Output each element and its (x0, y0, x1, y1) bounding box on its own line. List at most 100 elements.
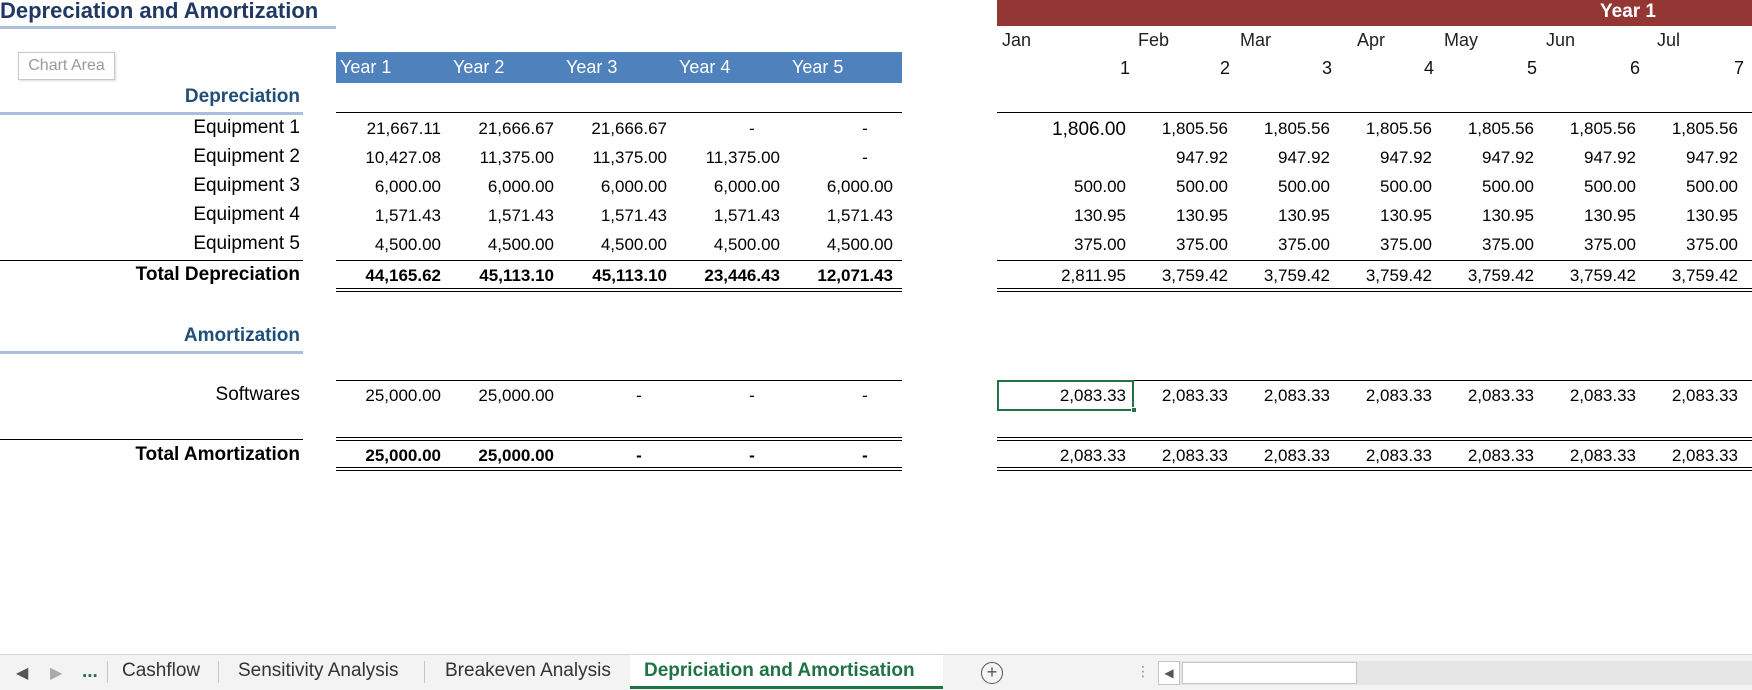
tab-sensitivity-analysis[interactable]: Sensitivity Analysis (238, 660, 399, 681)
softwares-monthly-cell[interactable]: 2,083.33 (1365, 386, 1432, 405)
total-depreciation-annual-cell[interactable]: 12,071.43 (817, 266, 893, 285)
softwares-monthly-cell[interactable]: 2,083.33 (1161, 386, 1228, 405)
equipment-1-monthly-cell[interactable]: 1,805.56 (1161, 119, 1228, 138)
total-amortization-annual-cell[interactable]: - (749, 446, 755, 465)
equipment-5-monthly-cell[interactable]: 375.00 (1482, 235, 1534, 254)
equipment-1-annual-cell[interactable]: 21,666.67 (478, 119, 554, 138)
total-depreciation-monthly-cell[interactable]: 3,759.42 (1365, 266, 1432, 285)
total-amortization-monthly-cell[interactable]: 2,083.33 (1467, 446, 1534, 465)
softwares-annual-cell[interactable]: - (862, 386, 868, 405)
scroll-tabs-left-icon[interactable]: ◀ (16, 665, 29, 682)
chart-area-tooltip[interactable]: Chart Area (18, 52, 115, 80)
equipment-4-monthly-cell[interactable]: 130.95 (1278, 206, 1330, 225)
equipment-5-annual-cell[interactable]: 4,500.00 (826, 235, 893, 254)
equipment-3-monthly-cell[interactable]: 500.00 (1584, 177, 1636, 196)
equipment-3-monthly-cell[interactable]: 500.00 (1482, 177, 1534, 196)
tab-cashflow[interactable]: Cashflow (122, 660, 201, 681)
total-depreciation-monthly-cell[interactable]: 3,759.42 (1467, 266, 1534, 285)
equipment-3-annual-cell[interactable]: 6,000.00 (713, 177, 780, 196)
equipment-5-monthly-cell[interactable]: 375.00 (1686, 235, 1738, 254)
equipment-2-monthly-cell[interactable]: 947.92 (1278, 148, 1330, 167)
total-amortization-monthly-cell[interactable]: 2,083.33 (1569, 446, 1636, 465)
equipment-5-annual-cell[interactable]: 4,500.00 (374, 235, 441, 254)
more-tabs-button[interactable]: ... (82, 661, 98, 682)
total-amortization-monthly-cell[interactable]: 2,083.33 (1059, 446, 1126, 465)
total-amortization-annual-cell[interactable]: - (636, 446, 642, 465)
scroll-left-arrow-icon[interactable]: ◀ (1158, 661, 1180, 685)
equipment-2-monthly-cell[interactable]: 947.92 (1584, 148, 1636, 167)
equipment-3-monthly-cell[interactable]: 500.00 (1380, 177, 1432, 196)
equipment-2-monthly-cell[interactable]: 947.92 (1686, 148, 1738, 167)
horizontal-scrollbar[interactable]: ◀ (1158, 661, 1752, 685)
softwares-monthly-cell[interactable]: 2,083.33 (1059, 386, 1126, 405)
total-depreciation-annual-cell[interactable]: 45,113.10 (592, 266, 667, 285)
total-amortization-monthly-cell[interactable]: 2,083.33 (1161, 446, 1228, 465)
total-depreciation-monthly-cell[interactable]: 3,759.42 (1671, 266, 1738, 285)
equipment-3-annual-cell[interactable]: 6,000.00 (487, 177, 554, 196)
equipment-3-monthly-cell[interactable]: 500.00 (1278, 177, 1330, 196)
equipment-2-monthly-cell[interactable]: 947.92 (1380, 148, 1432, 167)
equipment-1-monthly-cell[interactable]: 1,805.56 (1671, 119, 1738, 138)
equipment-3-monthly-cell[interactable]: 500.00 (1074, 177, 1126, 196)
tab-breakeven-analysis[interactable]: Breakeven Analysis (445, 660, 611, 681)
split-handle-icon[interactable]: ⋮ (1136, 663, 1150, 679)
equipment-3-monthly-cell[interactable]: 500.00 (1176, 177, 1228, 196)
softwares-monthly-cell[interactable]: 2,083.33 (1569, 386, 1636, 405)
equipment-2-monthly-cell[interactable]: 947.92 (1482, 148, 1534, 167)
softwares-monthly-cell[interactable]: 2,083.33 (1467, 386, 1534, 405)
equipment-2-annual-cell[interactable]: 11,375.00 (592, 148, 667, 167)
equipment-4-monthly-cell[interactable]: 130.95 (1176, 206, 1228, 225)
total-depreciation-annual-cell[interactable]: 23,446.43 (704, 266, 780, 285)
scroll-tabs-right-icon[interactable]: ▶ (50, 665, 63, 682)
equipment-4-annual-cell[interactable]: 1,571.43 (374, 206, 441, 225)
scrollbar-thumb[interactable] (1182, 662, 1357, 684)
equipment-2-annual-cell[interactable]: 11,375.00 (705, 148, 780, 167)
softwares-annual-cell[interactable]: - (636, 386, 642, 405)
equipment-1-annual-cell[interactable]: 21,666.67 (591, 119, 667, 138)
equipment-4-annual-cell[interactable]: 1,571.43 (826, 206, 893, 225)
total-amortization-monthly-cell[interactable]: 2,083.33 (1263, 446, 1330, 465)
equipment-2-annual-cell[interactable]: 10,427.08 (365, 148, 441, 167)
equipment-1-monthly-cell[interactable]: 1,805.56 (1467, 119, 1534, 138)
equipment-1-annual-cell[interactable]: - (862, 119, 868, 138)
equipment-5-monthly-cell[interactable]: 375.00 (1278, 235, 1330, 254)
total-depreciation-annual-cell[interactable]: 44,165.62 (365, 266, 441, 285)
total-amortization-annual-cell[interactable]: 25,000.00 (365, 446, 441, 465)
total-depreciation-monthly-cell[interactable]: 3,759.42 (1263, 266, 1330, 285)
equipment-5-annual-cell[interactable]: 4,500.00 (600, 235, 667, 254)
equipment-4-annual-cell[interactable]: 1,571.43 (600, 206, 667, 225)
equipment-5-annual-cell[interactable]: 4,500.00 (713, 235, 780, 254)
worksheet[interactable]: Depreciation and Amortization Chart Area… (0, 0, 1752, 654)
softwares-monthly-cell[interactable]: 2,083.33 (1671, 386, 1738, 405)
total-amortization-annual-cell[interactable]: 25,000.00 (478, 446, 554, 465)
add-sheet-button[interactable]: + (981, 662, 1003, 684)
equipment-1-monthly-cell[interactable]: 1,806.00 (1052, 119, 1126, 140)
equipment-1-monthly-cell[interactable]: 1,805.56 (1569, 119, 1636, 138)
tab-depreciation-and-amortisation[interactable]: Depriciation and Amortisation (630, 655, 943, 689)
equipment-2-monthly-cell[interactable]: 947.92 (1176, 148, 1228, 167)
equipment-5-monthly-cell[interactable]: 375.00 (1074, 235, 1126, 254)
equipment-4-monthly-cell[interactable]: 130.95 (1584, 206, 1636, 225)
equipment-3-annual-cell[interactable]: 6,000.00 (826, 177, 893, 196)
total-amortization-monthly-cell[interactable]: 2,083.33 (1671, 446, 1738, 465)
equipment-1-monthly-cell[interactable]: 1,805.56 (1263, 119, 1330, 138)
equipment-4-annual-cell[interactable]: 1,571.43 (487, 206, 554, 225)
equipment-5-monthly-cell[interactable]: 375.00 (1584, 235, 1636, 254)
total-amortization-annual-cell[interactable]: - (862, 446, 868, 465)
equipment-2-annual-cell[interactable]: 11,375.00 (479, 148, 554, 167)
equipment-5-monthly-cell[interactable]: 375.00 (1176, 235, 1228, 254)
equipment-5-monthly-cell[interactable]: 375.00 (1380, 235, 1432, 254)
softwares-monthly-cell[interactable]: 2,083.33 (1263, 386, 1330, 405)
equipment-4-monthly-cell[interactable]: 130.95 (1686, 206, 1738, 225)
equipment-3-monthly-cell[interactable]: 500.00 (1686, 177, 1738, 196)
selected-cell[interactable] (997, 380, 1134, 411)
equipment-1-monthly-cell[interactable]: 1,805.56 (1365, 119, 1432, 138)
total-depreciation-monthly-cell[interactable]: 3,759.42 (1161, 266, 1228, 285)
equipment-4-monthly-cell[interactable]: 130.95 (1074, 206, 1126, 225)
fill-handle[interactable] (1131, 407, 1137, 413)
total-amortization-monthly-cell[interactable]: 2,083.33 (1365, 446, 1432, 465)
softwares-annual-cell[interactable]: - (749, 386, 755, 405)
softwares-annual-cell[interactable]: 25,000.00 (365, 386, 441, 405)
equipment-3-annual-cell[interactable]: 6,000.00 (600, 177, 667, 196)
total-depreciation-annual-cell[interactable]: 45,113.10 (479, 266, 554, 285)
